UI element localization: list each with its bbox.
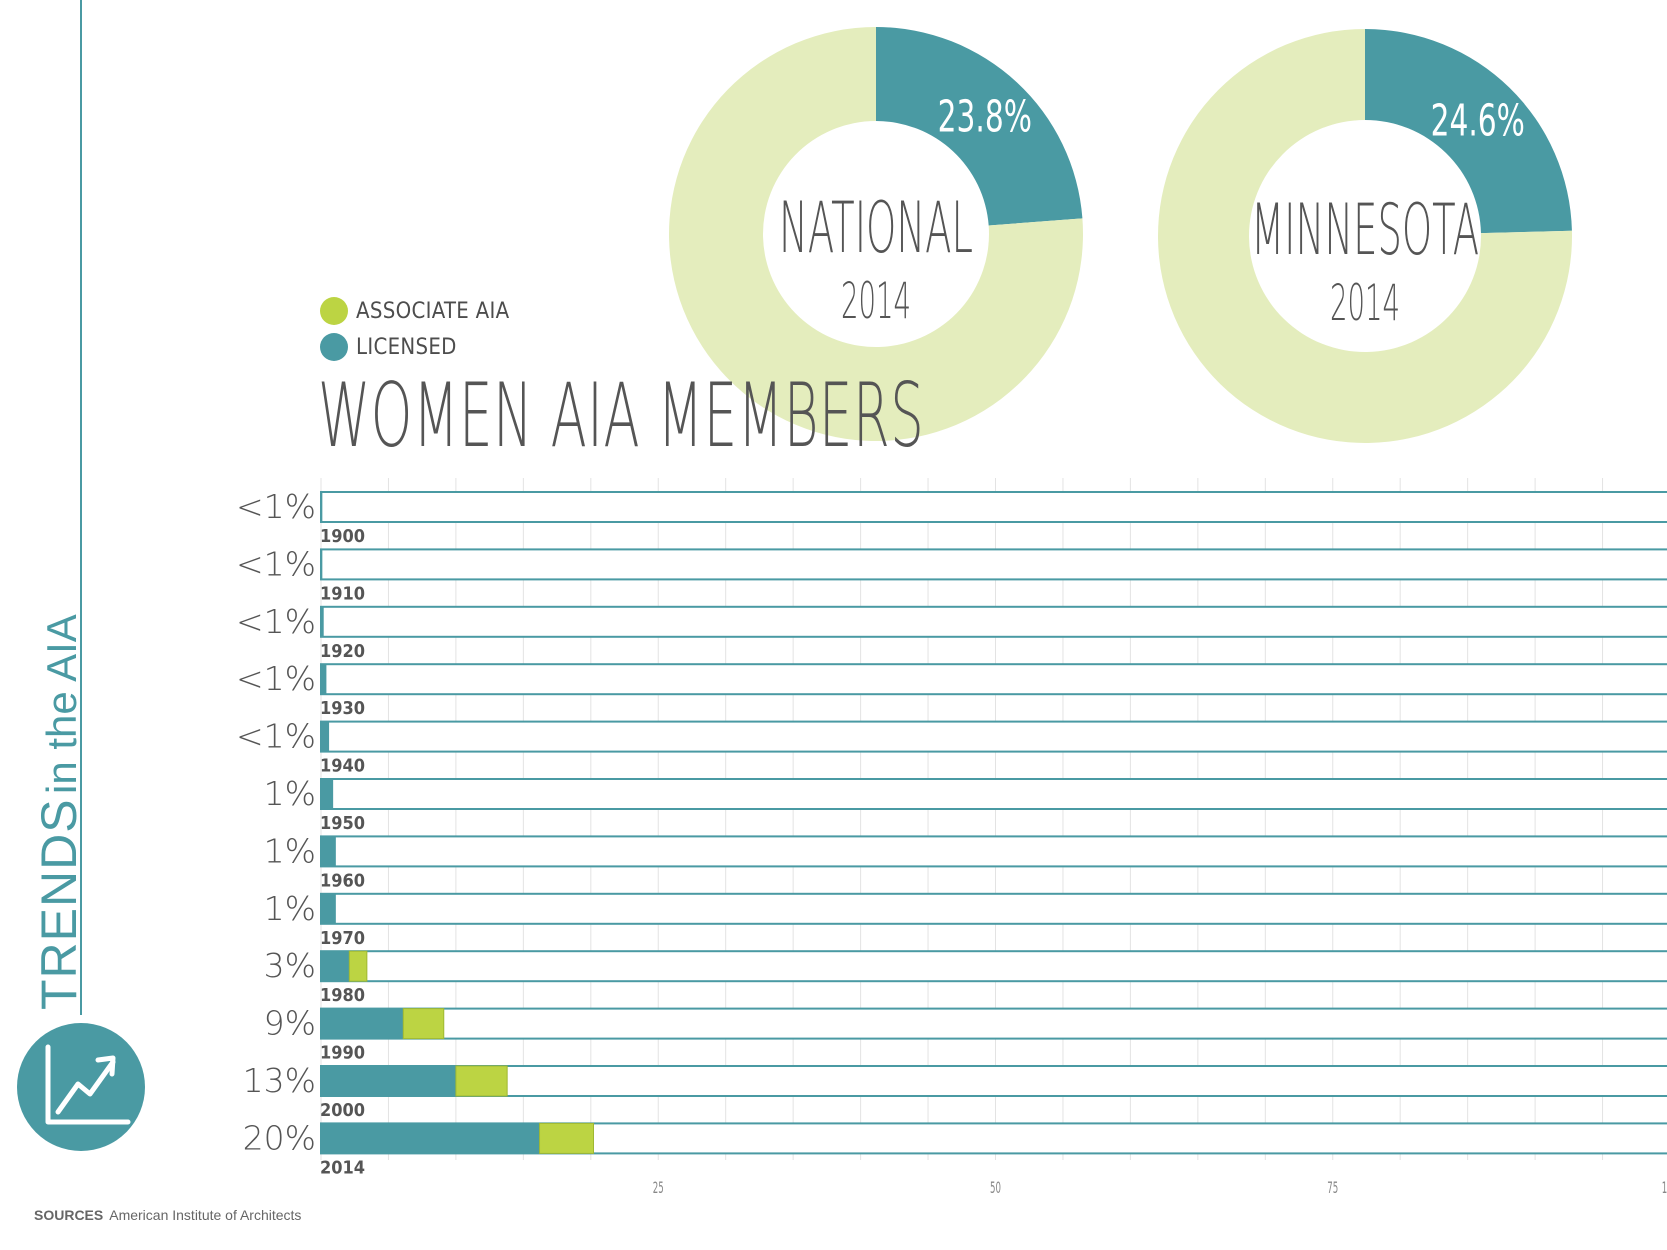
bar-row: <1%1930 — [236, 659, 1667, 719]
bar-data-label: <1% — [236, 602, 316, 641]
bar-data-label: <1% — [236, 659, 316, 698]
bar-category-label: 1920 — [320, 641, 365, 662]
x-tick-label: 25 — [653, 1180, 664, 1198]
legend-swatch-associate — [320, 297, 348, 325]
bar-track — [320, 663, 1667, 696]
bar-data-label: 9% — [264, 1004, 316, 1043]
bar-licensed — [321, 1008, 404, 1039]
bar-data-label: 1% — [264, 774, 316, 813]
chart-title: WOMEN AIA MEMBERS — [318, 364, 925, 467]
grid-lines — [320, 478, 1604, 1160]
bar-track — [320, 491, 1667, 523]
bar-row: <1%1920 — [236, 602, 1667, 662]
bar-data-label: <1% — [236, 717, 316, 756]
bar-track — [320, 835, 1667, 868]
bar-data-label: 1% — [264, 889, 316, 928]
bar-licensed — [321, 492, 323, 522]
donut-slice-associate — [668, 27, 1083, 442]
bar-category-label: 1930 — [320, 698, 365, 719]
bar-category-label: 1970 — [320, 928, 365, 949]
donut-slice-licensed — [876, 27, 1083, 226]
legend-item-associate: ASSOCIATE AIA — [320, 293, 509, 329]
bar-associate — [402, 1008, 445, 1040]
bar-row: <1%1940 — [236, 717, 1667, 777]
bar-row: 1%1970 — [264, 889, 1667, 949]
bar-licensed — [321, 836, 336, 867]
bar-track — [320, 892, 1667, 925]
bar-row: <1%1910 — [236, 544, 1667, 604]
bar-associate — [348, 950, 368, 982]
bar-category-label: 1980 — [320, 985, 365, 1006]
donut-title: MINNESOTA — [1251, 191, 1479, 272]
bar-licensed — [321, 893, 336, 924]
bar-track — [320, 720, 1667, 753]
bar-data-label: 1% — [264, 831, 316, 870]
bar-category-label: 1910 — [320, 583, 365, 604]
bar-category-label: 2000 — [320, 1100, 365, 1121]
bar-licensed — [321, 664, 327, 695]
bar-associate — [455, 1065, 508, 1097]
bar-licensed — [321, 1066, 456, 1096]
bar-data-label: 13% — [243, 1061, 316, 1100]
bar-licensed — [321, 721, 330, 752]
bar-track — [320, 605, 1667, 638]
legend-swatch-licensed — [320, 333, 348, 361]
bar-track — [320, 1007, 1667, 1040]
bar-track — [320, 950, 1667, 983]
bar-row: 9%1990 — [264, 1004, 1667, 1064]
side-divider-line — [80, 0, 82, 1015]
donut-title: NATIONAL — [779, 189, 973, 270]
x-tick-label: 50 — [990, 1180, 1001, 1198]
bar-category-label: 1940 — [320, 756, 365, 777]
x-tick-label: 75 — [1327, 1180, 1338, 1198]
bar-licensed — [321, 951, 350, 982]
donut-subtitle: 2014 — [841, 272, 911, 330]
bar-row: 20%2014 — [243, 1118, 1667, 1178]
bar-category-label: 1900 — [320, 526, 365, 547]
sources-text: American Institute of Architects — [109, 1207, 302, 1223]
bar-data-label: <1% — [236, 544, 316, 583]
bar-row: 1%1950 — [264, 774, 1667, 834]
sources-note: SOURCES American Institute of Architects — [34, 1207, 301, 1223]
legend: ASSOCIATE AIA LICENSED — [320, 293, 509, 365]
bar-licensed — [321, 1123, 540, 1154]
bar-licensed — [321, 606, 324, 637]
bar-category-label: 2014 — [320, 1157, 365, 1178]
bar-licensed — [321, 779, 334, 809]
bar-licensed — [321, 549, 323, 580]
sources-label: SOURCES — [34, 1207, 104, 1223]
donut-data-label: 24.6% — [1431, 96, 1525, 147]
donut-slice-licensed — [1365, 29, 1572, 234]
bar-associate — [539, 1122, 594, 1154]
bar-data-label: <1% — [236, 487, 316, 526]
bar-track — [320, 778, 1667, 810]
legend-label-licensed: LICENSED — [356, 334, 457, 360]
bar-category-label: 1950 — [320, 813, 365, 834]
bar-row: 1%1960 — [264, 831, 1667, 891]
legend-label-associate: ASSOCIATE AIA — [356, 298, 510, 324]
donut-subtitle: 2014 — [1330, 274, 1400, 332]
donut-slice-associate — [1158, 29, 1572, 443]
trend-chart-icon — [17, 1023, 145, 1151]
bar-data-label: 20% — [243, 1118, 316, 1157]
bar-row: 3%1980 — [264, 946, 1667, 1006]
donut-data-label: 23.8% — [938, 92, 1032, 143]
bar-track — [320, 548, 1667, 581]
bar-category-label: 1960 — [320, 870, 365, 891]
x-tick-label: 100 — [1662, 1180, 1667, 1198]
bar-row: <1%1900 — [236, 487, 1667, 547]
bar-track — [320, 1065, 1667, 1097]
bar-data-label: 3% — [264, 946, 316, 985]
bar-category-label: 1990 — [320, 1043, 365, 1064]
bar-row: 13%2000 — [243, 1061, 1667, 1121]
legend-item-licensed: LICENSED — [320, 329, 509, 365]
